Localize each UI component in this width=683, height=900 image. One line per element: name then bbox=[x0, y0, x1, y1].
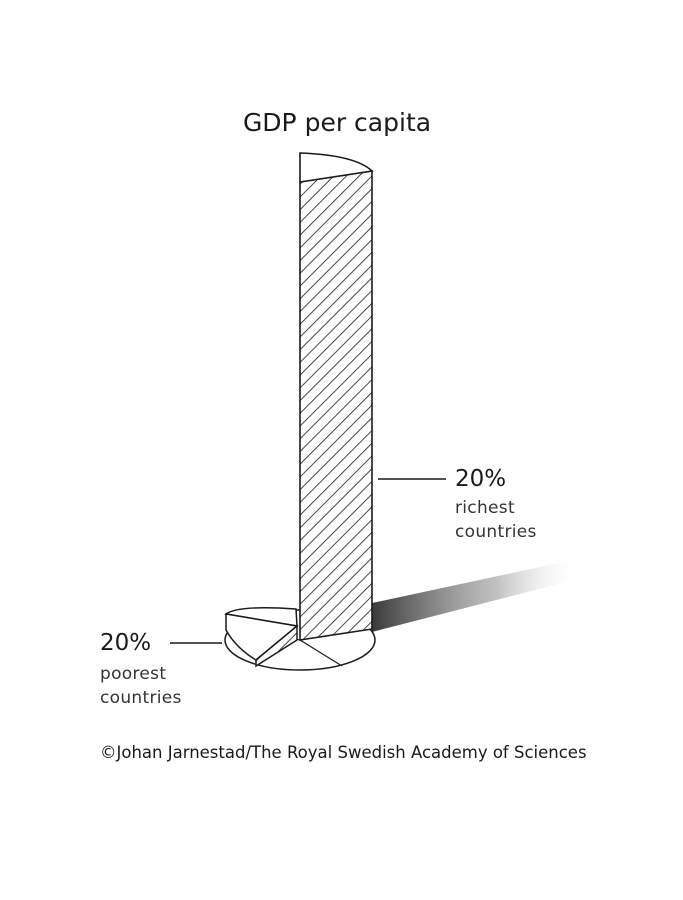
richest-label-line2: countries bbox=[455, 522, 537, 542]
richest-column-top bbox=[299, 152, 374, 183]
poorest-label-line2: countries bbox=[100, 688, 182, 708]
richest-column-hatched-face bbox=[299, 170, 373, 641]
column-shadow bbox=[372, 558, 582, 632]
chart-title: GDP per capita bbox=[243, 108, 431, 137]
poorest-slice-hatched-face bbox=[255, 624, 298, 668]
richest-label-line1: richest bbox=[455, 498, 515, 518]
poorest-percent: 20% bbox=[100, 630, 151, 656]
poorest-label-line1: poorest bbox=[100, 664, 166, 684]
image-credit: ©Johan Jarnestad/The Royal Swedish Acade… bbox=[100, 743, 587, 762]
richest-percent: 20% bbox=[455, 466, 506, 492]
